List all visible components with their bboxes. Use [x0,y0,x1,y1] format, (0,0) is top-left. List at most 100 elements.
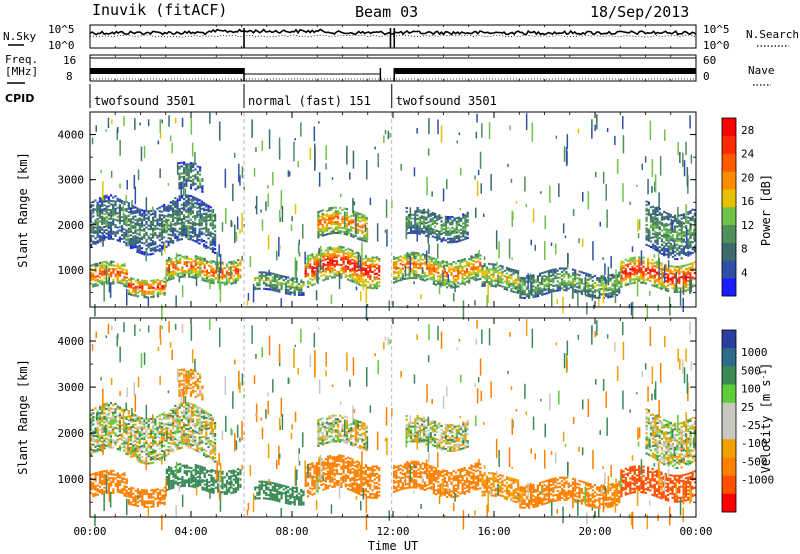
power-echo-cell [485,266,488,269]
power-echo-cell [589,288,592,291]
power-echo-cell [615,274,619,277]
power-echo-cell [433,230,437,233]
velocity-echo-cell [141,503,144,506]
power-echo-cell [154,243,157,246]
power-echo-cell [410,222,413,225]
power-echo-cell [446,261,449,264]
power-scatter-mark [219,254,222,273]
power-echo-cell [101,219,104,222]
power-echo-cell [563,267,566,270]
power-echo-cell [691,265,694,268]
power-echo-cell [558,289,561,292]
power-echo-cell [112,214,115,217]
power-echo-cell [212,271,215,274]
power-echo-cell [194,188,197,191]
power-echo-cell [437,271,440,274]
power-echo-cell [429,218,432,221]
power-echo-cell [123,235,126,238]
power-echo-cell [667,280,670,283]
power-scatter-mark [241,255,243,261]
power-echo-cell [145,217,148,220]
power-echo-cell [152,216,155,219]
power-echo-cell [96,278,99,281]
power-echo-cell [209,209,212,212]
power-echo-cell [107,199,110,202]
velocity-echo-cell [143,504,146,507]
power-echo-cell [110,271,113,274]
power-echo-cell [682,279,685,282]
power-echo-cell [260,271,263,274]
power-echo-cell [125,271,128,274]
power-echo-cell [423,212,426,215]
power-echo-cell [455,237,458,240]
power-echo-cell [353,268,356,271]
power-scatter-mark [636,279,639,297]
power-echo-cell [141,292,144,295]
power-echo-cell [103,229,106,232]
power-echo-cell [405,207,408,210]
velocity-echo-cell [150,492,153,495]
power-echo-cell [514,285,517,288]
power-echo-cell [363,236,366,239]
power-echo-cell [345,215,348,218]
power-echo-cell [158,222,161,225]
power-echo-cell [660,262,663,265]
power-echo-cell [438,236,441,239]
power-echo-cell [355,269,359,272]
power-echo-cell [101,226,104,229]
power-echo-cell [324,267,327,270]
power-echo-cell [494,263,497,266]
power-echo-cell [103,236,106,239]
power-echo-cell [457,271,460,274]
power-echo-cell [443,268,446,271]
power-echo-cell [169,208,172,211]
power-echo-cell [187,163,190,166]
velocity-echo-cell [134,498,137,501]
power-echo-cell [455,229,458,232]
power-scatter-mark [427,148,430,156]
power-echo-cell [183,198,186,201]
power-echo-cell [362,263,365,266]
power-echo-cell [461,258,464,261]
power-echo-cell [134,219,137,222]
power-echo-cell [663,232,666,235]
power-echo-cell [107,267,110,270]
power-echo-cell [547,269,550,272]
power-echo-cell [196,197,199,200]
power-echo-cell [295,284,298,287]
power-echo-cell [331,271,334,274]
power-echo-cell [671,246,674,249]
power-echo-cell [205,219,208,222]
power-echo-cell [393,277,396,280]
power-echo-cell [360,262,363,265]
power-echo-cell [652,209,655,212]
power-echo-cell [463,265,466,268]
power-echo-cell [189,198,192,201]
power-echo-cell [140,212,144,215]
power-echo-cell [194,267,197,270]
power-echo-cell [114,213,117,216]
power-echo-cell [205,276,209,279]
power-echo-cell [667,236,670,239]
power-echo-cell [450,281,453,284]
power-echo-cell [167,213,170,216]
power-echo-cell [438,214,441,217]
power-echo-cell [420,211,424,214]
power-echo-cell [631,282,634,285]
power-echo-cell [470,271,473,274]
power-echo-cell [265,273,268,276]
power-echo-cell [129,239,133,242]
power-echo-cell [349,268,352,271]
power-echo-cell [138,246,141,249]
power-echo-cell [407,224,410,227]
power-echo-cell [134,287,137,290]
power-echo-cell [671,265,674,268]
power-echo-cell [192,274,195,277]
power-echo-cell [454,280,458,283]
power-echo-cell [212,260,215,263]
power-echo-cell [658,213,661,216]
power-echo-cell [431,222,434,225]
power-echo-cell [363,223,366,226]
power-echo-cell [271,289,274,292]
power-echo-cell [176,206,179,209]
